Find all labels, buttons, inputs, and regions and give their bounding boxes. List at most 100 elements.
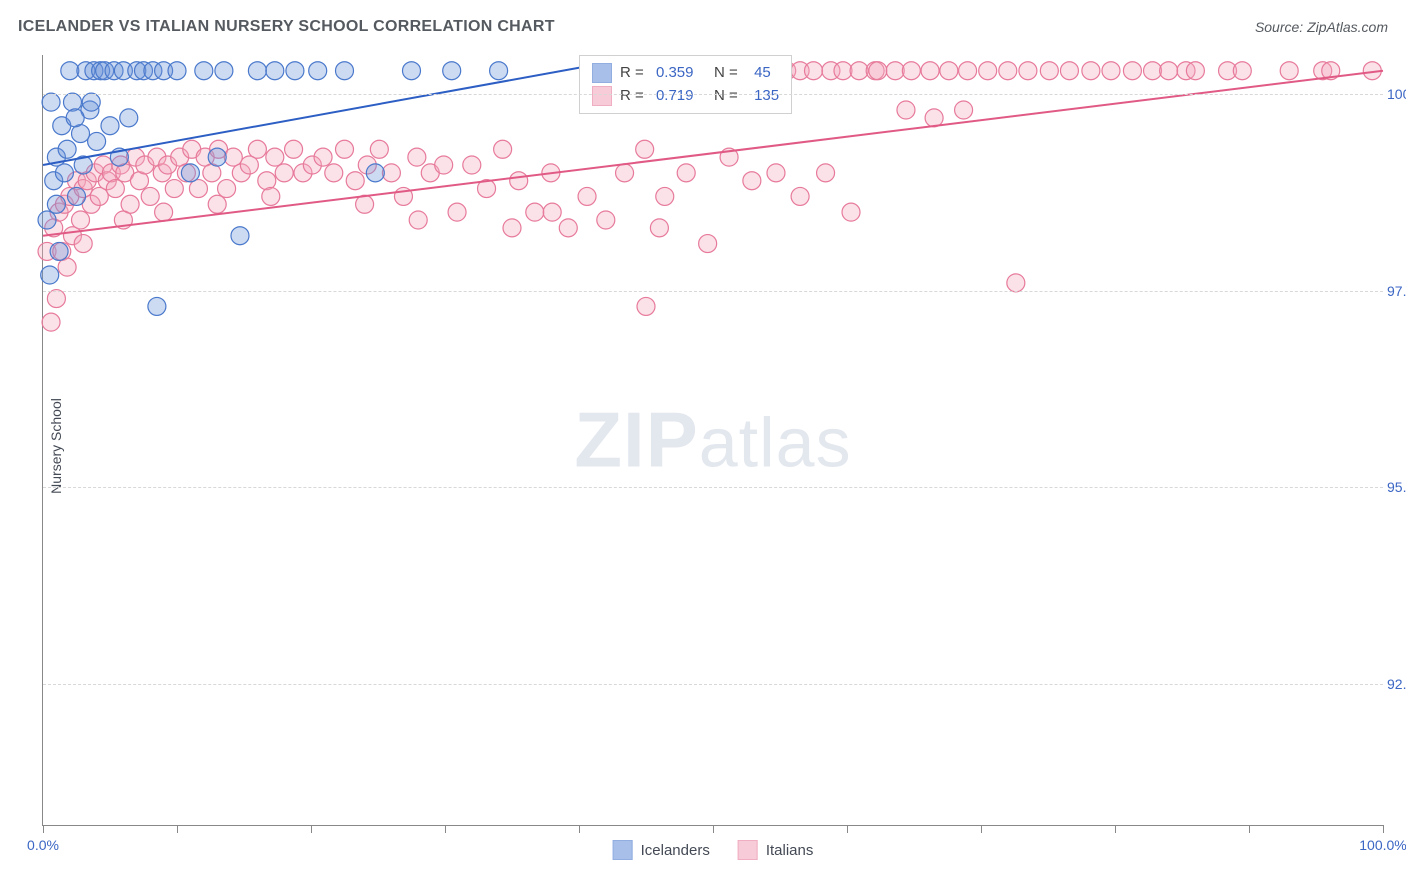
source-label: Source: ZipAtlas.com bbox=[1255, 19, 1388, 35]
x-tick-label: 0.0% bbox=[27, 837, 59, 853]
legend-R-label: R = bbox=[620, 62, 648, 85]
point-icelanders bbox=[50, 242, 68, 260]
point-icelanders bbox=[148, 297, 166, 315]
point-italians bbox=[834, 62, 852, 80]
point-italians bbox=[559, 219, 577, 237]
point-italians bbox=[1007, 274, 1025, 292]
point-italians bbox=[325, 164, 343, 182]
point-icelanders bbox=[266, 62, 284, 80]
point-italians bbox=[897, 101, 915, 119]
point-italians bbox=[1082, 62, 1100, 80]
point-italians bbox=[850, 62, 868, 80]
point-icelanders bbox=[68, 187, 86, 205]
point-italians bbox=[503, 219, 521, 237]
x-tick-label: 100.0% bbox=[1359, 837, 1406, 853]
point-icelanders bbox=[248, 62, 266, 80]
legend-swatch bbox=[592, 63, 612, 83]
point-italians bbox=[1102, 62, 1120, 80]
point-icelanders bbox=[309, 62, 327, 80]
legend-label-italians: Italians bbox=[766, 842, 814, 859]
point-italians bbox=[382, 164, 400, 182]
x-tick bbox=[713, 825, 714, 833]
plot-area: ZIPatlas R = 0.359 N = 45R = 0.719 N = 1… bbox=[42, 55, 1383, 826]
point-icelanders bbox=[286, 62, 304, 80]
point-italians bbox=[637, 297, 655, 315]
point-italians bbox=[699, 235, 717, 253]
point-italians bbox=[543, 203, 561, 221]
point-italians bbox=[248, 140, 266, 158]
legend-stat-row: R = 0.719 N = 135 bbox=[592, 85, 779, 108]
point-italians bbox=[578, 187, 596, 205]
scatter-svg bbox=[43, 55, 1383, 825]
point-icelanders bbox=[403, 62, 421, 80]
point-italians bbox=[346, 172, 364, 190]
point-italians bbox=[616, 164, 634, 182]
x-tick bbox=[579, 825, 580, 833]
point-italians bbox=[1123, 62, 1141, 80]
point-icelanders bbox=[336, 62, 354, 80]
point-italians bbox=[805, 62, 823, 80]
point-italians bbox=[902, 62, 920, 80]
point-italians bbox=[636, 140, 654, 158]
legend-swatch bbox=[592, 86, 612, 106]
x-tick bbox=[1383, 825, 1384, 833]
point-italians bbox=[791, 187, 809, 205]
point-icelanders bbox=[58, 140, 76, 158]
point-italians bbox=[526, 203, 544, 221]
point-italians bbox=[106, 180, 124, 198]
point-italians bbox=[370, 140, 388, 158]
legend-R-label: R = bbox=[620, 85, 648, 108]
gridline-h bbox=[43, 684, 1383, 685]
point-icelanders bbox=[490, 62, 508, 80]
point-italians bbox=[650, 219, 668, 237]
point-italians bbox=[47, 290, 65, 308]
legend-R-value: 0.359 bbox=[656, 62, 694, 85]
point-italians bbox=[262, 187, 280, 205]
point-italians bbox=[42, 313, 60, 331]
legend-item-italians: Italians bbox=[738, 840, 814, 860]
point-icelanders bbox=[215, 62, 233, 80]
legend-N-label: N = bbox=[701, 85, 741, 108]
point-icelanders bbox=[443, 62, 461, 80]
point-italians bbox=[266, 148, 284, 166]
point-icelanders bbox=[168, 62, 186, 80]
point-icelanders bbox=[66, 109, 84, 127]
point-italians bbox=[955, 101, 973, 119]
point-italians bbox=[597, 211, 615, 229]
point-icelanders bbox=[101, 117, 119, 135]
legend-N-value: 135 bbox=[750, 85, 779, 108]
point-italians bbox=[141, 187, 159, 205]
point-italians bbox=[510, 172, 528, 190]
point-italians bbox=[869, 62, 887, 80]
chart-title: ICELANDER VS ITALIAN NURSERY SCHOOL CORR… bbox=[18, 18, 555, 36]
point-italians bbox=[463, 156, 481, 174]
point-italians bbox=[817, 164, 835, 182]
legend-item-icelanders: Icelanders bbox=[613, 840, 710, 860]
point-icelanders bbox=[181, 164, 199, 182]
x-tick bbox=[1249, 825, 1250, 833]
x-tick bbox=[177, 825, 178, 833]
point-italians bbox=[74, 235, 92, 253]
point-italians bbox=[1160, 62, 1178, 80]
point-italians bbox=[155, 203, 173, 221]
point-italians bbox=[743, 172, 761, 190]
point-italians bbox=[925, 109, 943, 127]
point-icelanders bbox=[195, 62, 213, 80]
point-icelanders bbox=[41, 266, 59, 284]
x-tick bbox=[981, 825, 982, 833]
legend-stat-row: R = 0.359 N = 45 bbox=[592, 62, 779, 85]
x-tick bbox=[311, 825, 312, 833]
point-italians bbox=[1186, 62, 1204, 80]
x-tick bbox=[43, 825, 44, 833]
legend-N-label: N = bbox=[701, 62, 741, 85]
point-italians bbox=[1060, 62, 1078, 80]
point-icelanders bbox=[38, 211, 56, 229]
point-italians bbox=[886, 62, 904, 80]
gridline-h bbox=[43, 487, 1383, 488]
point-icelanders bbox=[231, 227, 249, 245]
point-icelanders bbox=[55, 164, 73, 182]
point-italians bbox=[656, 187, 674, 205]
point-italians bbox=[314, 148, 332, 166]
point-italians bbox=[494, 140, 512, 158]
point-italians bbox=[999, 62, 1017, 80]
